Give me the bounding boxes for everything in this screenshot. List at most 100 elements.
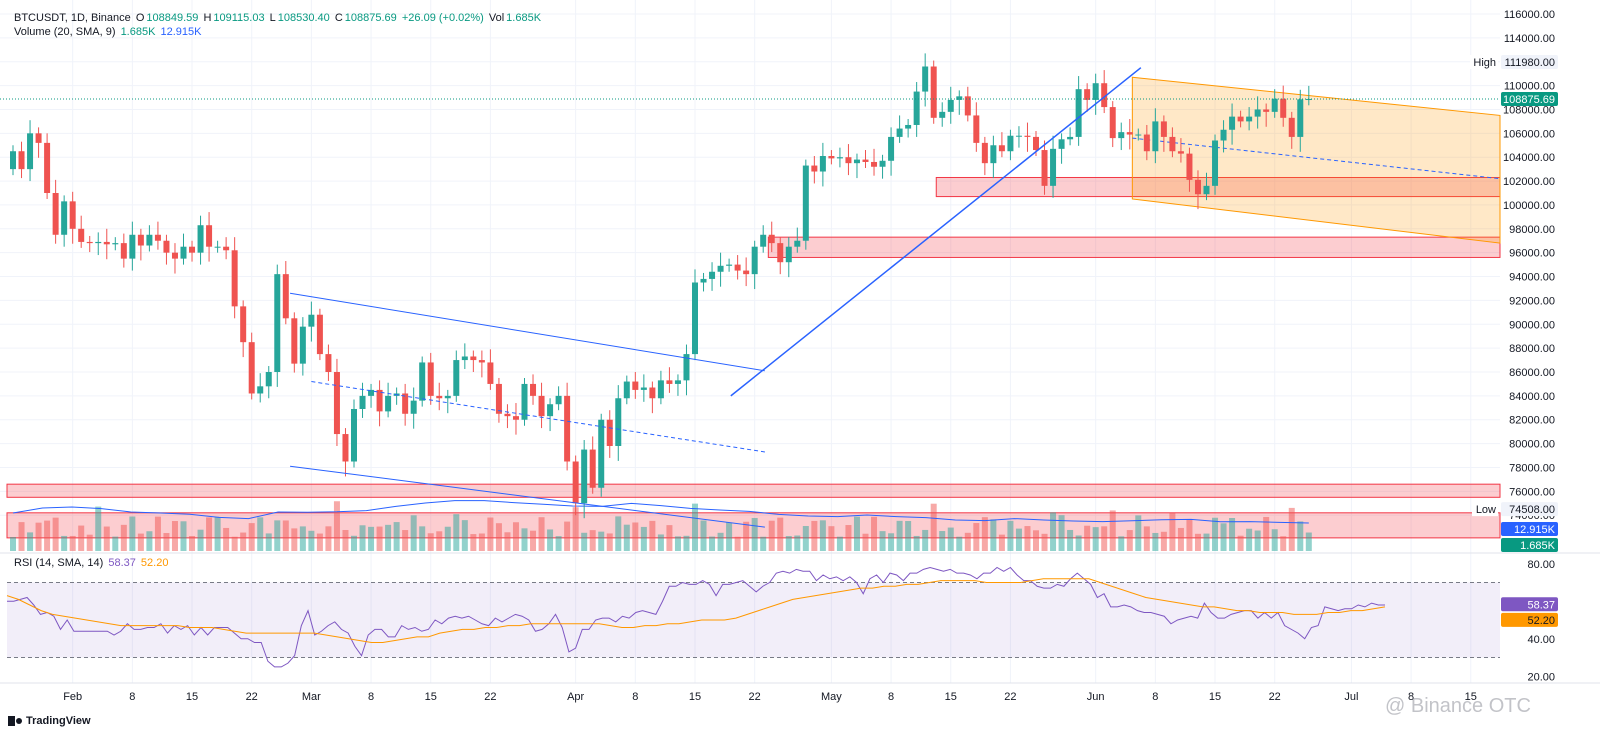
last-price-label: 108875.69 (1503, 94, 1555, 106)
candle-body (240, 306, 247, 343)
candle-body (1152, 121, 1159, 152)
volume-bar (1229, 518, 1236, 551)
volume-bar (1135, 515, 1142, 551)
volume-bar (657, 534, 664, 551)
time-axis-tick: 8 (632, 691, 638, 703)
rsi-legend[interactable]: RSI (14, SMA, 14) 58.37 52.20 (14, 557, 170, 569)
volume-bar (69, 535, 76, 551)
candle-body (640, 387, 647, 390)
time-axis-tick: Jun (1087, 691, 1105, 703)
volume-bar (265, 533, 272, 551)
volume-bar (291, 528, 298, 551)
rsi-axis-tick: 40.00 (1527, 634, 1555, 646)
candle-body (487, 362, 494, 384)
volume-bar (461, 520, 468, 551)
volume-bar (947, 527, 954, 551)
candle-body (1058, 139, 1065, 149)
volume-bar (248, 523, 255, 551)
candle-body (402, 393, 409, 414)
volume-bar (257, 517, 264, 551)
symbol-legend[interactable]: BTCUSDT, 1D, Binance O 108849.59 H 109115.… (14, 12, 543, 24)
volume-bar (581, 532, 588, 551)
time-axis-tick: 22 (1004, 691, 1016, 703)
candle-body (760, 234, 767, 247)
time-axis-tick: Mar (302, 691, 321, 703)
volume-bar (922, 529, 929, 551)
candle-body (206, 225, 213, 247)
volume-bar (572, 507, 579, 551)
candle-body (1109, 107, 1116, 139)
volume-bar (112, 536, 119, 551)
volume-bar (896, 520, 903, 551)
drawing-shapes[interactable] (6, 76, 1501, 539)
volume-bar (495, 523, 502, 551)
candle-body (1271, 98, 1278, 112)
trend-lines[interactable] (289, 67, 1142, 528)
candle-body (1237, 116, 1244, 122)
candle-body (785, 246, 792, 263)
candle-body (939, 111, 946, 118)
resistance-zone-middle (767, 236, 1501, 258)
candle-body (1246, 116, 1253, 122)
candle-body (1194, 179, 1201, 195)
rsi-pane (6, 566, 1500, 668)
candle-body (1118, 132, 1125, 139)
tradingview-logo[interactable]: TradingView (8, 715, 91, 727)
watermark: @ Binance OTC (1385, 695, 1531, 717)
candle-body (69, 201, 76, 229)
candle-body (103, 241, 110, 245)
vol-value: 1.685K (506, 12, 542, 24)
volume-bar (1280, 536, 1287, 551)
volume-bar (393, 522, 400, 551)
time-axis-tick: 15 (186, 691, 198, 703)
time-axis-tick: 8 (129, 691, 135, 703)
volume-bar (956, 536, 963, 551)
rsi-ma-legend-value: 52.20 (140, 557, 169, 569)
time-axis-tick: May (821, 691, 842, 703)
volume-bar (709, 536, 716, 551)
candle-body (214, 246, 221, 248)
candle-body (231, 250, 238, 307)
symbol-name[interactable]: BTCUSDT, 1D, Binance (14, 12, 131, 24)
volume-bar (1050, 512, 1057, 551)
candle-body (368, 389, 375, 396)
volume-bar (683, 535, 690, 551)
candle-body (342, 434, 349, 462)
volume-study-name[interactable]: Volume (20, SMA, 9) (14, 26, 116, 38)
high-tag-bg (1470, 54, 1498, 69)
volume-bar (674, 536, 681, 551)
time-axis-tick: 8 (888, 691, 894, 703)
candle-body (1186, 153, 1193, 180)
candle-body (726, 264, 733, 266)
volume-bar (308, 530, 315, 551)
candle-body (171, 252, 178, 259)
candle-body (95, 241, 102, 244)
candle-body (649, 387, 656, 399)
last-price-label-bg (1501, 92, 1558, 107)
rsi-axis-tick: 80.00 (1527, 559, 1555, 571)
volume-bar (444, 526, 451, 551)
candle-body (674, 380, 681, 384)
volume-bar (1186, 519, 1193, 551)
price-axis-tick: 82000.00 (1509, 415, 1555, 427)
volume-bar (351, 535, 357, 551)
candle-body (1288, 117, 1295, 137)
rsi-study-name[interactable]: RSI (14, SMA, 14) (14, 557, 104, 569)
rsi-axis-tick: 20.00 (1527, 671, 1555, 683)
volume-bar (487, 517, 494, 551)
volume-bar (1177, 527, 1184, 551)
volume-bar (640, 526, 647, 551)
volume-bar (547, 529, 554, 551)
candle-body (888, 136, 895, 161)
volume-bar (171, 521, 178, 551)
candle-body (137, 234, 144, 246)
price-axis-tick: 90000.00 (1509, 319, 1555, 331)
volume-bar (760, 536, 767, 551)
volume-bar (598, 531, 605, 551)
volume-legend[interactable]: Volume (20, SMA, 9) 1.685K 12.915K (14, 26, 203, 38)
candle-body (197, 225, 204, 253)
volume-bar (1246, 528, 1253, 551)
volume-bar (95, 506, 102, 551)
candle-body (547, 404, 554, 417)
